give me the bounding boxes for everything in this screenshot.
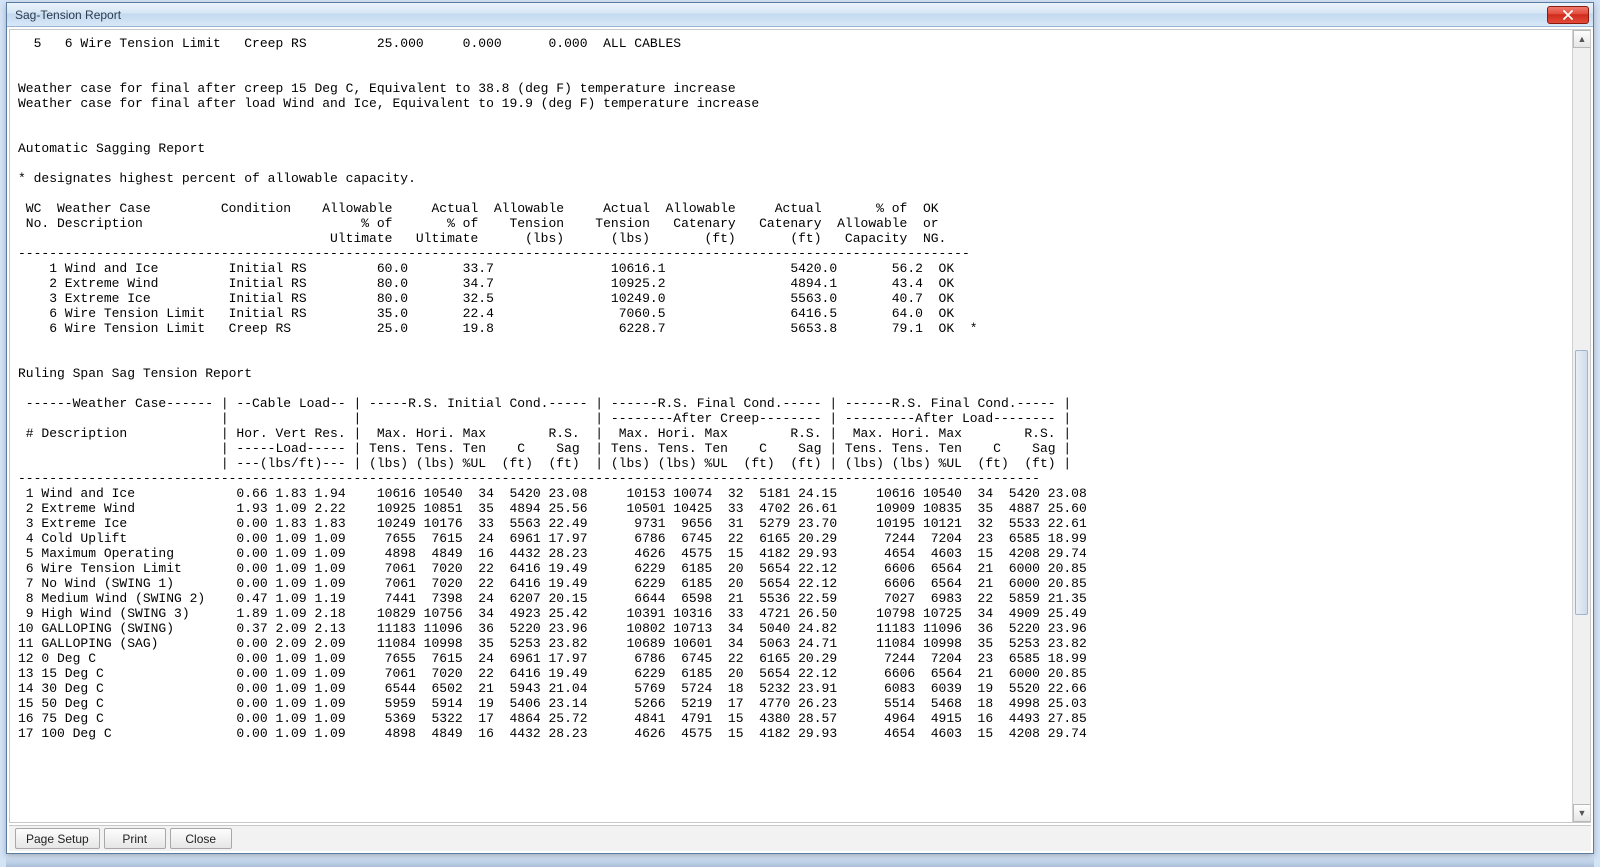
close-icon [1563, 10, 1573, 20]
content-area: 5 6 Wire Tension Limit Creep RS 25.000 0… [9, 29, 1591, 823]
print-button[interactable]: Print [104, 828, 166, 849]
report-viewport: 5 6 Wire Tension Limit Creep RS 25.000 0… [10, 30, 1572, 822]
scroll-track[interactable] [1573, 48, 1590, 804]
scroll-thumb[interactable] [1575, 350, 1588, 615]
titlebar: Sag-Tension Report [7, 3, 1593, 27]
page-setup-button[interactable]: Page Setup [15, 828, 100, 849]
scroll-down-button[interactable]: ▼ [1573, 804, 1591, 822]
window-shadow [6, 857, 1594, 867]
footer-toolbar: Page Setup Print Close [9, 825, 1591, 851]
window-close-button[interactable] [1547, 6, 1589, 24]
close-button[interactable]: Close [170, 828, 232, 849]
report-window: Sag-Tension Report 5 6 Wire Tension Limi… [6, 2, 1594, 854]
scroll-up-button[interactable]: ▲ [1573, 30, 1591, 48]
report-text: 5 6 Wire Tension Limit Creep RS 25.000 0… [18, 36, 1568, 741]
vertical-scrollbar[interactable]: ▲ ▼ [1572, 30, 1590, 822]
window-title: Sag-Tension Report [15, 8, 1547, 22]
